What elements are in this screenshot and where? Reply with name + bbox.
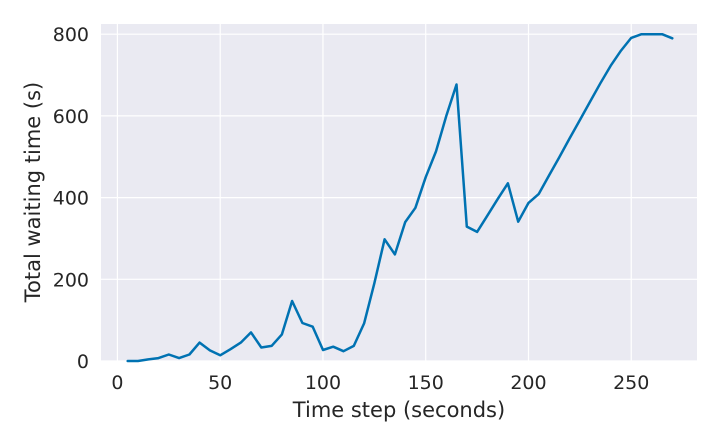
series-layer: [126, 32, 674, 363]
x-tick-label: 100: [305, 372, 341, 394]
x-tick-label: 200: [510, 372, 546, 394]
x-tick-label: 250: [613, 372, 649, 394]
y-axis-label: Total waiting time (s): [21, 82, 45, 303]
x-gridlines: [116, 24, 632, 361]
y-tick-label: 400: [53, 188, 89, 210]
y-tick-label: 0: [77, 351, 89, 373]
series-line: [126, 32, 674, 363]
x-tick-labels: 0 50 100 150 200 250: [111, 372, 649, 394]
x-tick-label: 0: [111, 372, 123, 394]
y-tick-label: 600: [53, 106, 89, 128]
y-tick-labels: 0 200 400 600 800: [53, 24, 89, 373]
x-tick-label: 150: [408, 372, 444, 394]
x-axis-label: Time step (seconds): [292, 398, 505, 422]
y-tick-label: 800: [53, 24, 89, 46]
y-tick-label: 200: [53, 269, 89, 291]
plot-area: [101, 24, 697, 361]
y-gridlines: [101, 33, 697, 362]
x-tick-label: 50: [208, 372, 232, 394]
